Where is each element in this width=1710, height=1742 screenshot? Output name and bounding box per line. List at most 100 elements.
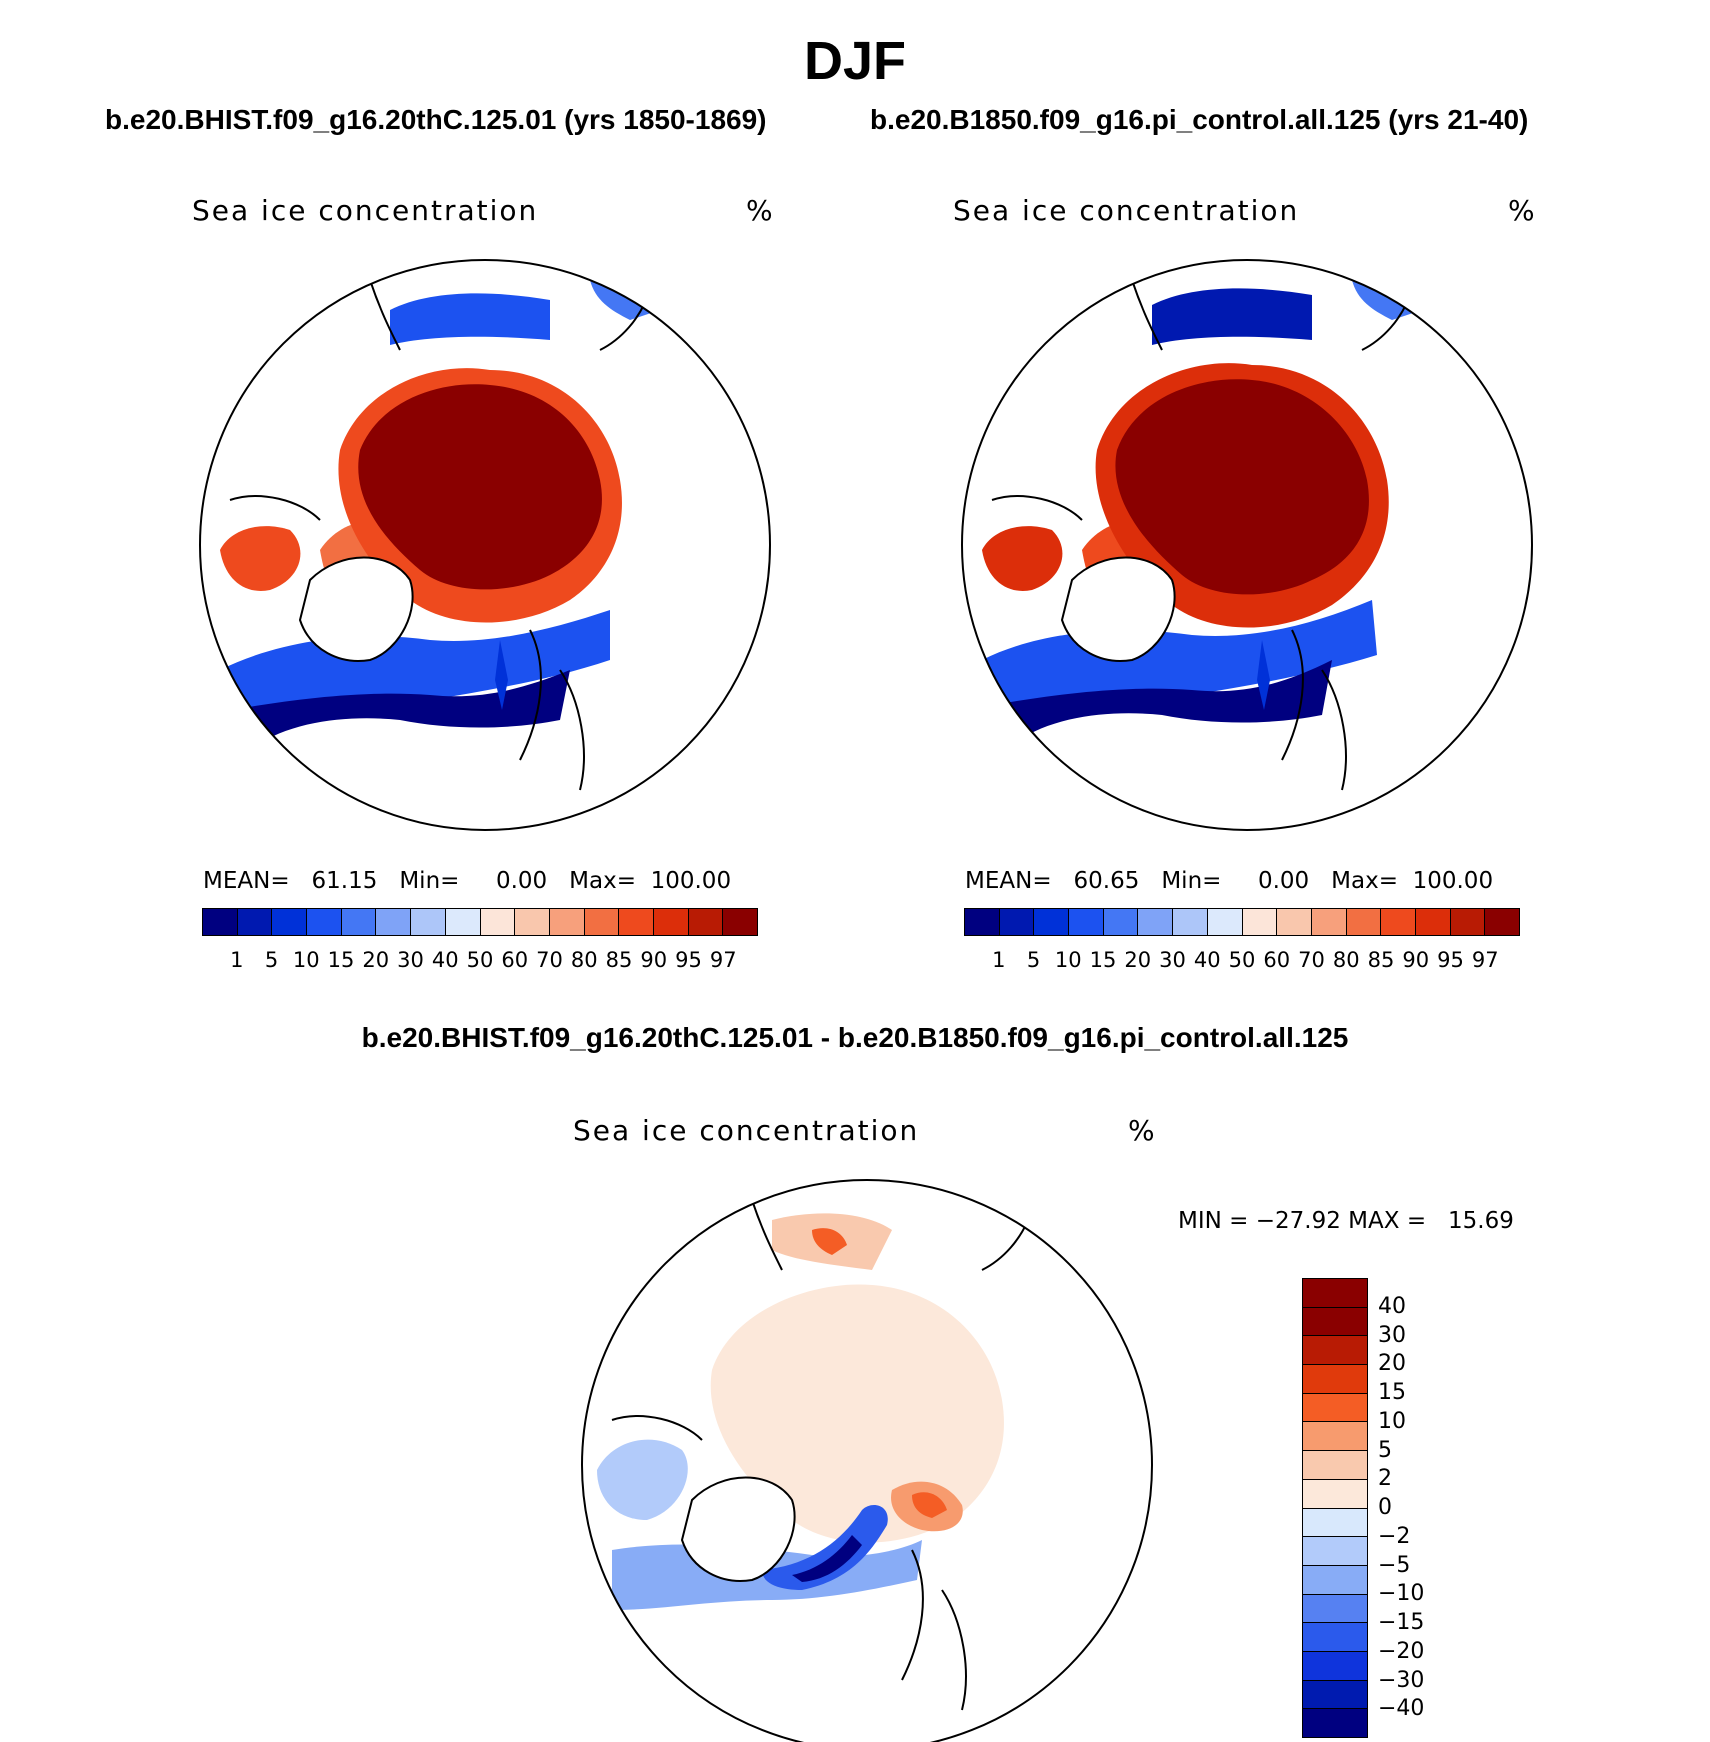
diff-colorbar-box [1303, 1307, 1367, 1337]
right-colorbar-tick-label: 90 [1402, 948, 1430, 972]
left-colorbar-tick-label: 50 [466, 948, 494, 972]
ice-edge-bering [390, 293, 550, 345]
arctic-diff-positive [710, 1284, 1004, 1543]
right-colorbar-box [1311, 909, 1347, 935]
diff-colorbar-tick-label: 20 [1378, 1351, 1406, 1377]
barents-diff-strong [912, 1492, 947, 1518]
diff-colorbar-tick-label: 0 [1378, 1495, 1392, 1520]
diff-colorbar [1302, 1278, 1368, 1738]
right-colorbar-tick-label: 1 [992, 948, 1006, 972]
left-colorbar-box [723, 909, 757, 935]
diff-colorbar-box [1303, 1365, 1367, 1394]
right-stats: MEAN= 60.65 Min= 0.00 Max= 100.00 [965, 868, 1494, 894]
diff-colorbar-tick-label: −40 [1378, 1696, 1425, 1722]
diff-colorbar-tick-label: −15 [1378, 1610, 1425, 1635]
right-colorbar-box [1485, 909, 1519, 935]
right-colorbar-tick-label: 40 [1193, 948, 1221, 972]
greenland [680, 1476, 796, 1582]
greenland-sea-diff-deep [792, 1535, 862, 1582]
figure-title: DJF [803, 31, 906, 91]
greenland [1060, 556, 1176, 662]
diff-colorbar-tick-label: −10 [1378, 1581, 1425, 1607]
left-colorbar-box [688, 909, 724, 935]
right-colorbar-box [999, 909, 1035, 935]
right-colorbar-tick-label: 10 [1054, 948, 1082, 972]
right-colorbar-box [1277, 909, 1312, 935]
diff-colorbar-box [1303, 1537, 1367, 1566]
left-colorbar-tick-label: 1 [230, 948, 244, 972]
bering-diff-strong [812, 1228, 847, 1255]
arctic-ice-core [358, 384, 602, 590]
left-map [199, 259, 771, 831]
right-colorbar-tick-label: 15 [1089, 948, 1117, 972]
diff-colorbar-tick-label: −20 [1378, 1638, 1425, 1664]
right-colorbar-tick-label: 60 [1263, 948, 1291, 972]
left-stats: MEAN= 61.15 Min= 0.00 Max= 100.00 [203, 868, 732, 894]
left-colorbar-box [515, 909, 550, 935]
right-colorbar [964, 908, 1520, 936]
diff-colorbar-tick-label: 15 [1378, 1380, 1406, 1405]
left-colorbar-box [376, 909, 412, 935]
right-panel-variable: Sea ice concentration [953, 194, 1300, 227]
ice-edge-atlantic-deep [992, 660, 1332, 745]
diff-colorbar-box [1303, 1565, 1367, 1595]
right-colorbar-box [1381, 909, 1416, 935]
diff-colorbar-box [1303, 1709, 1367, 1737]
right-colorbar-tick-label: 95 [1437, 948, 1464, 972]
right-colorbar-box [1173, 909, 1208, 935]
diff-colorbar-box [1303, 1623, 1367, 1652]
diff-colorbar-tick-label: 2 [1378, 1466, 1392, 1492]
difference-title: b.e20.BHIST.f09_g16.20thC.125.01 - b.e20… [361, 1022, 1349, 1053]
greenland-sea-diff-negative [762, 1505, 888, 1590]
diff-colorbar-tick-label: 5 [1378, 1437, 1392, 1463]
left-colorbar-tick-label: 95 [675, 948, 702, 972]
diff-panel-units: % [1128, 1114, 1157, 1147]
diff-colorbar-labels: 40 30 20 15 10 5 2 0 −2 −5 −10 −15 −20 −30 −40 [1378, 1278, 1468, 1738]
left-colorbar-tick-label: 85 [605, 948, 633, 972]
diff-stats: MIN = −27.92 MAX = 15.69 [1178, 1208, 1514, 1234]
diff-colorbar-box [1303, 1680, 1367, 1710]
left-colorbar-tick-label: 30 [397, 948, 424, 972]
left-colorbar-tick-label: 60 [501, 948, 529, 972]
left-colorbar-box [203, 909, 238, 935]
right-colorbar-tick-label: 70 [1298, 948, 1325, 972]
right-colorbar-tick-label: 20 [1124, 948, 1152, 972]
diff-colorbar-box [1303, 1336, 1367, 1366]
diff-colorbar-tick-label: 10 [1378, 1408, 1406, 1434]
left-colorbar-tick-label: 5 [264, 948, 279, 972]
left-colorbar-tick-label: 20 [362, 948, 390, 972]
difference-map [581, 1179, 1153, 1742]
left-colorbar-labels: 1 5 10 15 20 30 40 50 60 70 80 85 90 95 97 [202, 948, 758, 974]
right-colorbar-tick-label: 97 [1471, 948, 1499, 972]
diff-colorbar-box [1303, 1279, 1367, 1308]
diff-panel-variable: Sea ice concentration [573, 1114, 920, 1147]
right-panel-units: % [1508, 194, 1537, 227]
left-colorbar-tick-label: 90 [640, 948, 668, 972]
right-colorbar-box [1103, 909, 1139, 935]
right-colorbar-box [1207, 909, 1243, 935]
baltic-ice [495, 640, 508, 710]
left-colorbar-tick-label: 80 [570, 948, 598, 972]
right-colorbar-tick-label: 50 [1228, 948, 1256, 972]
diff-colorbar-tick-label: 30 [1378, 1322, 1406, 1348]
case-b-title: b.e20.B1850.f09_g16.pi_control.all.125 (… [870, 104, 1529, 135]
left-colorbar-tick-label: 10 [292, 948, 320, 972]
diff-colorbar-box [1303, 1479, 1367, 1509]
right-colorbar-box [1034, 909, 1070, 935]
baltic-ice [1257, 640, 1270, 710]
diff-colorbar-box [1303, 1594, 1367, 1624]
ice-edge-bering [1152, 288, 1312, 345]
ice-edge-atlantic-deep [230, 670, 570, 750]
case-a-title: b.e20.BHIST.f09_g16.20thC.125.01 (yrs 18… [105, 104, 767, 135]
right-colorbar-box [1138, 909, 1174, 935]
left-colorbar-box [445, 909, 481, 935]
diff-colorbar-box [1303, 1422, 1367, 1452]
diff-colorbar-tick-label: 40 [1378, 1293, 1406, 1319]
left-colorbar-tick-label: 15 [327, 948, 355, 972]
hudson-bay-ice [220, 526, 301, 591]
left-colorbar-tick-label: 40 [431, 948, 459, 972]
left-panel-units: % [746, 194, 775, 227]
right-colorbar-tick-label: 85 [1367, 948, 1395, 972]
left-colorbar-box [653, 909, 689, 935]
right-colorbar-box [1450, 909, 1486, 935]
